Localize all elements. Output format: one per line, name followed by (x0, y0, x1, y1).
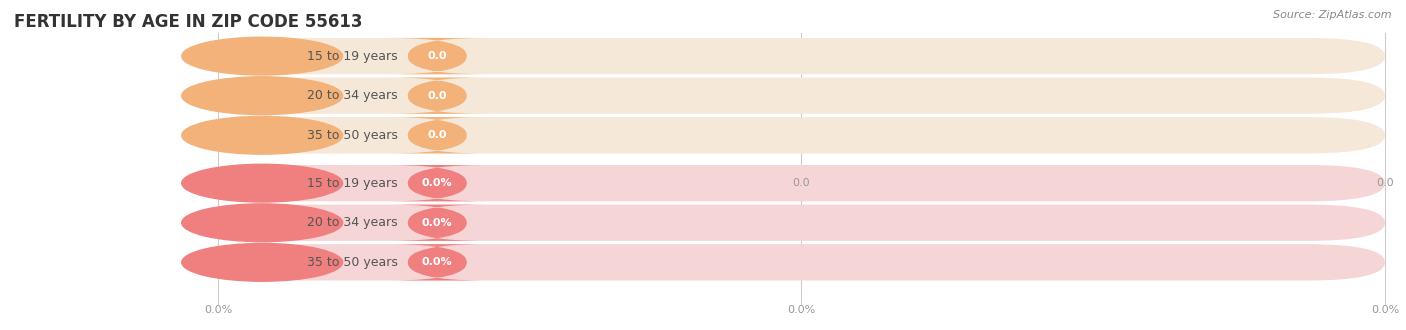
FancyBboxPatch shape (389, 117, 485, 153)
FancyBboxPatch shape (389, 38, 485, 74)
FancyBboxPatch shape (389, 78, 485, 114)
Text: 0.0: 0.0 (209, 178, 226, 188)
Circle shape (181, 37, 343, 75)
Text: 15 to 19 years: 15 to 19 years (307, 177, 396, 190)
Text: 0.0%: 0.0% (422, 257, 453, 267)
Text: 0.0: 0.0 (427, 91, 447, 101)
FancyBboxPatch shape (218, 117, 1385, 153)
Text: 0.0: 0.0 (427, 51, 447, 61)
FancyBboxPatch shape (218, 78, 1385, 114)
FancyBboxPatch shape (218, 165, 1385, 201)
Text: 0.0: 0.0 (793, 178, 810, 188)
Text: 0.0%: 0.0% (422, 178, 453, 188)
Text: 20 to 34 years: 20 to 34 years (307, 89, 396, 102)
Text: 0.0%: 0.0% (204, 305, 232, 315)
Text: 20 to 34 years: 20 to 34 years (307, 216, 396, 229)
FancyBboxPatch shape (218, 244, 1385, 280)
Text: 15 to 19 years: 15 to 19 years (307, 50, 396, 63)
FancyBboxPatch shape (218, 205, 1385, 241)
Circle shape (181, 244, 343, 281)
Text: Source: ZipAtlas.com: Source: ZipAtlas.com (1274, 10, 1392, 20)
Text: 0.0%: 0.0% (422, 218, 453, 228)
FancyBboxPatch shape (389, 244, 485, 280)
FancyBboxPatch shape (389, 165, 485, 201)
Circle shape (181, 116, 343, 154)
Circle shape (181, 77, 343, 115)
Text: 35 to 50 years: 35 to 50 years (307, 256, 398, 269)
Text: FERTILITY BY AGE IN ZIP CODE 55613: FERTILITY BY AGE IN ZIP CODE 55613 (14, 13, 363, 31)
Text: 0.0: 0.0 (1376, 178, 1393, 188)
Circle shape (181, 204, 343, 242)
FancyBboxPatch shape (218, 38, 1385, 74)
FancyBboxPatch shape (389, 205, 485, 241)
Text: 0.0%: 0.0% (1371, 305, 1399, 315)
Text: 0.0%: 0.0% (787, 305, 815, 315)
Text: 35 to 50 years: 35 to 50 years (307, 129, 398, 142)
Circle shape (181, 164, 343, 202)
Text: 0.0: 0.0 (427, 130, 447, 140)
